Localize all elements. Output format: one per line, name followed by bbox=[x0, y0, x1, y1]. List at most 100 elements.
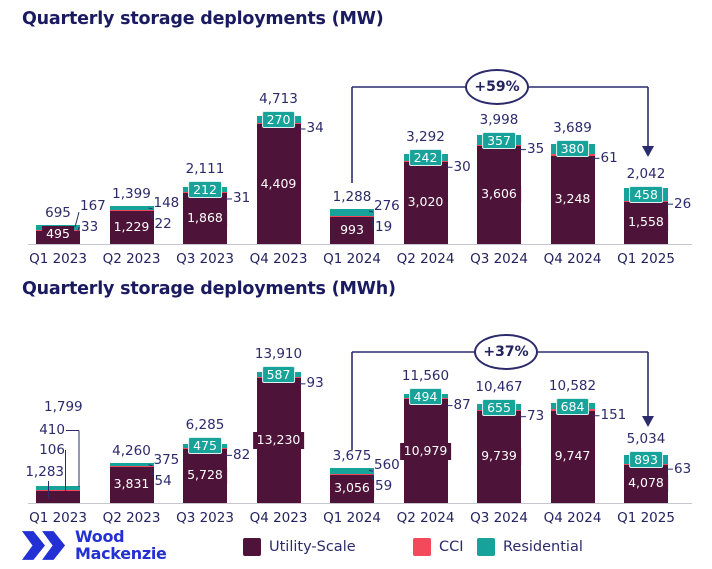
legend-label: Residential bbox=[503, 539, 583, 555]
bar-segment-residential-q2-2023 bbox=[109, 462, 154, 467]
cci-label-q4-2024: 151 bbox=[600, 407, 627, 424]
residential-label-q1-2025: 458 bbox=[629, 186, 663, 204]
cci-label-q3-2024: 35 bbox=[527, 141, 545, 158]
total-label-q2-2023: 1,399 bbox=[112, 185, 151, 202]
total-label-q1-2024: 1,288 bbox=[332, 188, 372, 205]
bar-segment-residential-q1-2024 bbox=[330, 468, 374, 474]
total-label-q2-2024: 3,292 bbox=[406, 129, 445, 146]
x-axis-label-q2-2023: Q2 2023 bbox=[102, 251, 161, 267]
x-axis-label-q2-2023: Q2 2023 bbox=[102, 510, 161, 526]
x-axis-label-q4-2024: Q4 2024 bbox=[543, 251, 602, 267]
total-label-q3-2023: 2,111 bbox=[185, 160, 225, 177]
utility-label-q1-2025: 1,558 bbox=[624, 214, 668, 232]
growth-annotation-badge: +37% bbox=[474, 334, 538, 370]
residential-label-q2-2024: 494 bbox=[408, 387, 443, 405]
x-axis-label-q1-2025: Q1 2025 bbox=[617, 251, 675, 267]
chart-title-mw: Quarterly storage deployments (MW) bbox=[22, 9, 384, 29]
residential-label-q2-2023: 375 bbox=[153, 451, 180, 468]
utility-label-q3-2024: 3,606 bbox=[477, 186, 521, 204]
wood-mackenzie-logo: Wood Mackenzie bbox=[22, 527, 167, 563]
cci-label-q4-2023: 34 bbox=[306, 120, 324, 137]
legend-swatch-residential bbox=[477, 538, 495, 556]
total-label-q1-2023: 1,799 bbox=[44, 399, 83, 415]
cci-label-q1-2025: 63 bbox=[674, 460, 692, 477]
utility-label-q2-2024: 3,020 bbox=[403, 194, 448, 212]
residential-label-q4-2023: 270 bbox=[261, 110, 296, 128]
total-label-q1-2023: 695 bbox=[45, 205, 71, 222]
cci-label-q1-2024: 19 bbox=[375, 218, 393, 235]
utility-label-q4-2023: 13,230 bbox=[252, 431, 305, 449]
chart-mwh: Q1 2023 1,799 410 106 1,283 Q2 2023 3,831 4,260… bbox=[0, 315, 712, 537]
bar-segment-residential-q2-2023 bbox=[109, 205, 154, 210]
residential-label-q1-2024: 276 bbox=[374, 197, 400, 214]
utility-label-q4-2023: 4,409 bbox=[256, 175, 301, 193]
total-label-q4-2023: 13,910 bbox=[254, 345, 303, 362]
legend-label: Utility-Scale bbox=[269, 539, 356, 555]
legend-swatch-utility-scale bbox=[243, 538, 261, 556]
x-axis-label-q1-2025: Q1 2025 bbox=[617, 510, 675, 526]
utility-label-q3-2023: 1,868 bbox=[183, 210, 227, 228]
residential-label-q3-2024: 655 bbox=[482, 398, 516, 416]
utility-label-q2-2024: 10,979 bbox=[399, 442, 452, 460]
x-axis-label-q1-2023: Q1 2023 bbox=[29, 510, 87, 526]
total-label-q4-2023: 4,713 bbox=[259, 90, 298, 107]
total-label-q2-2023: 4,260 bbox=[112, 442, 151, 459]
cci-label-q3-2024: 73 bbox=[527, 408, 545, 425]
bar-segment-cci-q1-2023 bbox=[36, 489, 80, 491]
residential-label-q1-2025: 893 bbox=[629, 451, 663, 469]
residential-label-q1-2024: 560 bbox=[374, 457, 400, 474]
residential-label-q3-2023: 475 bbox=[188, 437, 222, 455]
x-axis-label-q1-2024: Q1 2024 bbox=[323, 251, 381, 267]
total-label-q3-2024: 10,467 bbox=[475, 378, 523, 395]
x-axis-label-q2-2024: Q2 2024 bbox=[396, 251, 455, 267]
total-label-q3-2023: 6,285 bbox=[185, 417, 225, 434]
x-axis-label-q1-2024: Q1 2024 bbox=[323, 510, 381, 526]
wood-mackenzie-wordmark: Wood Mackenzie bbox=[75, 527, 167, 563]
logo-line-1: Wood bbox=[75, 527, 125, 546]
chart-mw: Q1 2023 495 695 167 33 Q2 2023 1,229 1,399 148 22… bbox=[0, 45, 712, 273]
utility-label-q2-2023: 3,831 bbox=[109, 476, 154, 494]
arrow-head-icon bbox=[642, 416, 654, 427]
bar-segment-cci-q1-2024 bbox=[330, 473, 374, 475]
bar-segment-cci-q2-2023 bbox=[109, 466, 154, 468]
logo-line-2: Mackenzie bbox=[75, 543, 167, 563]
total-label-q1-2024: 3,675 bbox=[332, 448, 372, 465]
residential-label-q3-2024: 357 bbox=[482, 131, 516, 149]
arrow-head-icon bbox=[642, 146, 654, 157]
x-axis-label-q2-2024: Q2 2024 bbox=[396, 510, 455, 526]
cci-label-q3-2023: 82 bbox=[233, 446, 251, 463]
cci-label-q1-2024: 59 bbox=[375, 478, 393, 495]
bar-segment-residential-q1-2024 bbox=[330, 208, 374, 217]
total-label-q3-2024: 3,998 bbox=[479, 111, 519, 128]
utility-label-q1-2024: 993 bbox=[336, 221, 368, 239]
cci-label-q2-2024: 87 bbox=[453, 397, 471, 414]
bar-segment-utility-q1-2023 bbox=[36, 490, 80, 503]
legend-item-residential: Residential bbox=[477, 538, 583, 556]
legend-item-utility-scale: Utility-Scale bbox=[243, 538, 356, 556]
total-label-q1-2025: 2,042 bbox=[626, 166, 666, 183]
utility-label-q1-2023: 1,283 bbox=[25, 464, 64, 480]
residential-label-q4-2023: 587 bbox=[261, 365, 296, 383]
residential-label-q1-2023: 410 bbox=[39, 422, 65, 438]
residential-label-q3-2023: 212 bbox=[188, 180, 222, 198]
cci-label-q4-2024: 61 bbox=[600, 149, 618, 166]
utility-label-q1-2025: 4,078 bbox=[624, 475, 668, 493]
total-label-q1-2025: 5,034 bbox=[626, 431, 666, 448]
x-axis-line bbox=[28, 503, 692, 504]
residential-label-q4-2024: 380 bbox=[555, 140, 590, 158]
growth-annotation-badge: +59% bbox=[465, 69, 529, 105]
legend-swatch-cci bbox=[413, 538, 431, 556]
utility-label-q4-2024: 9,747 bbox=[550, 448, 595, 466]
utility-label-q4-2024: 3,248 bbox=[550, 191, 595, 209]
utility-label-q1-2024: 3,056 bbox=[330, 480, 374, 498]
cci-label-q2-2023: 54 bbox=[154, 472, 172, 489]
total-label-q4-2024: 3,689 bbox=[553, 120, 592, 137]
cci-label-q1-2023: 33 bbox=[81, 219, 99, 236]
x-axis-label-q1-2023: Q1 2023 bbox=[29, 251, 87, 267]
x-axis-label-q3-2023: Q3 2023 bbox=[176, 251, 234, 267]
utility-label-q1-2023: 495 bbox=[42, 225, 74, 243]
x-axis-label-q3-2024: Q3 2024 bbox=[470, 510, 528, 526]
utility-label-q2-2023: 1,229 bbox=[109, 218, 154, 236]
bar-segment-cci-q2-2023 bbox=[109, 209, 154, 211]
